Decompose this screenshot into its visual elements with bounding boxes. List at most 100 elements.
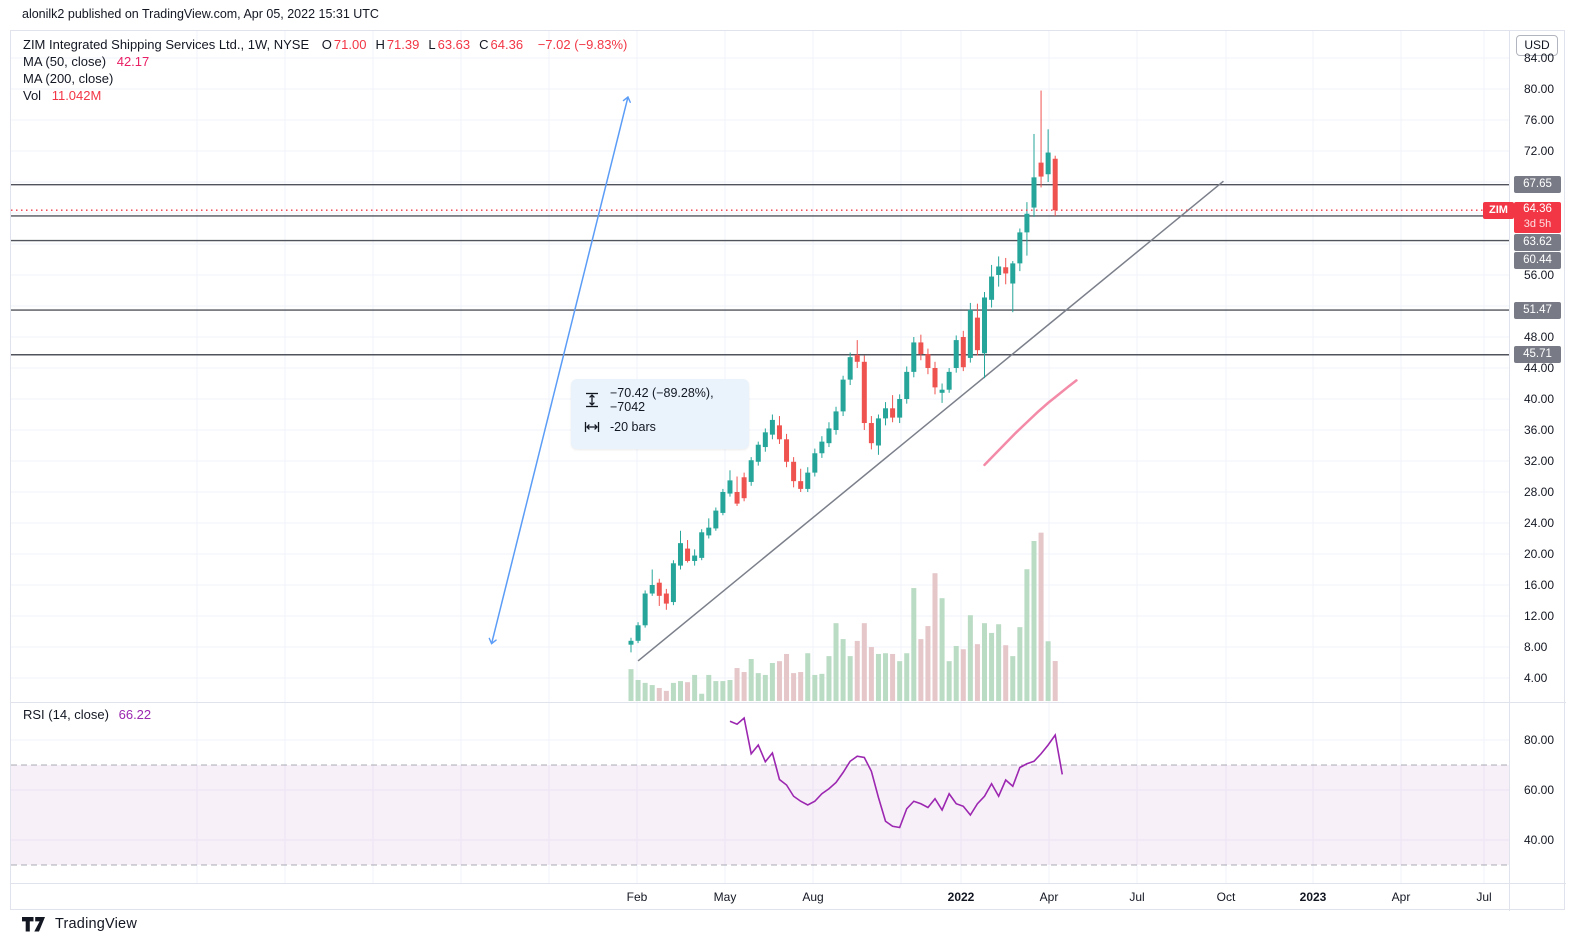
ohlc-value: 71.39 [386,37,420,52]
volume-bar [960,649,966,701]
volume-bar [1031,540,1037,701]
volume-bar [805,653,811,701]
candle [791,461,797,482]
candle [1017,232,1023,264]
level-price-badge: 63.62 [1514,233,1561,251]
price-axis[interactable]: USD 84.00 80.00 76.00 72.00 56.00 48.00 44.00 4… [1510,31,1566,883]
price-tick: 40.00 [1524,392,1555,406]
price-axis-separator [1509,31,1510,911]
ohlc-letter: C [479,37,489,52]
time-label: 2023 [1299,890,1327,904]
legend-title-row: ZIM Integrated Shipping Services Ltd., 1… [23,36,629,53]
trendline[interactable] [637,180,1224,662]
candle [939,389,945,393]
candle [918,342,924,355]
candle [1003,267,1009,274]
candle [748,460,754,482]
price-tick: 24.00 [1524,516,1555,530]
candle [677,543,683,566]
rsi-tick: 80.00 [1524,733,1555,747]
candle [854,354,860,362]
pane-divider[interactable] [11,702,1566,703]
price-tick: 4.00 [1524,671,1548,685]
candle [755,444,761,462]
candle [953,340,959,368]
ohlc-letter: O [321,37,332,52]
candle [925,354,931,368]
candle [769,419,775,435]
rsi-value: 66.22 [118,707,152,722]
volume-bar [1010,656,1016,701]
volume-bar [911,588,917,701]
volume-bar [868,647,874,701]
rsi-legend: RSI (14, close) 66.22 [23,707,151,722]
change-value: −7.02 (−9.83%) [537,37,628,52]
candle [875,418,881,446]
candles-layer [628,90,1058,653]
symbol-price-badge[interactable]: ZIM [1483,201,1514,219]
volume-bar [861,623,867,701]
rsi-band-layer [11,764,1509,866]
candle [628,640,634,645]
brand-name[interactable]: TradingView [55,916,137,932]
currency-button[interactable]: USD [1516,35,1558,56]
volume-bar [713,681,719,701]
ohlc-letter: L [428,37,436,52]
volume-bar [897,661,903,701]
candle [692,555,698,561]
vol-label: Vol [23,88,42,103]
candle [911,342,917,372]
vol-value: 11.042M [51,88,102,103]
tradingview-logo-icon[interactable] [22,916,47,932]
ohlc-value: 63.63 [437,37,471,52]
price-tick: 56.00 [1524,268,1555,282]
measure-tooltip[interactable]: −70.42 (−89.28%), −7042 -20 bars [571,379,749,449]
ma50-label: MA (50, close) [23,54,107,69]
volume-layer [628,532,1058,701]
trendline-drawing[interactable] [637,180,1224,662]
volume-bar [1052,661,1058,701]
rsi-label: RSI (14, close) [23,707,109,722]
ma200-label: MA (200, close) [23,71,114,86]
volume-bar [854,640,860,701]
price-tick: 32.00 [1524,454,1555,468]
candle [989,276,995,300]
price-tick: 12.00 [1524,609,1555,623]
volume-bar [996,624,1002,701]
volume-bar [847,656,853,701]
price-levels-layer [11,184,1509,356]
ma50-legend-row: MA (50, close) 42.17 [23,53,629,70]
volume-bar [748,659,754,701]
volume-bar [791,673,797,701]
price-tick: 72.00 [1524,144,1555,158]
candle [932,368,938,388]
volume-bar [649,685,655,701]
candle [784,439,790,462]
candle [762,432,768,448]
candle [883,408,889,419]
volume-bar [883,653,889,701]
level-price-badge: 67.65 [1514,176,1561,194]
time-label: Aug [802,890,824,904]
candle [1031,177,1037,208]
candle [656,582,662,596]
volume-bar [798,672,804,701]
arrow-drawing[interactable] [488,95,631,645]
symbol-title: ZIM Integrated Shipping Services Ltd., 1… [23,37,310,52]
chart-svg [11,31,1509,883]
time-axis[interactable]: Feb May Aug 2022 Apr Jul Oct 2023 Apr Jul [11,884,1509,911]
time-label: Feb [626,890,648,904]
candle [974,317,980,351]
volume-bar [1024,569,1030,701]
volume-bar [755,673,761,701]
measure-bars-row: -20 bars [583,416,737,438]
arrow-line[interactable] [488,95,631,645]
level-price-badge: 45.71 [1514,346,1561,364]
candle [868,423,874,444]
measure-price-text: −70.42 (−89.28%), −7042 [610,386,714,414]
volume-bar [656,687,662,701]
time-label: May [713,890,737,904]
candle [635,625,641,641]
price-tick: 16.00 [1524,578,1555,592]
